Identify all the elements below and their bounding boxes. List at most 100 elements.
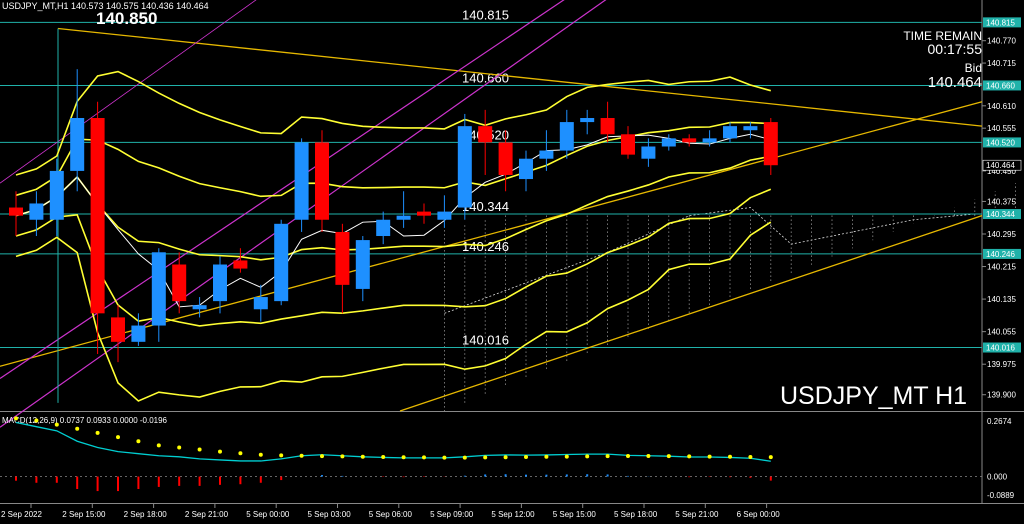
candle-body — [478, 126, 493, 143]
candle-body — [70, 118, 85, 171]
price-tick-label: 140.715 — [987, 59, 1016, 68]
macd-signal-dot — [177, 445, 182, 450]
macd-signal-dot — [218, 449, 222, 454]
price-tag — [983, 209, 1021, 220]
candles — [9, 69, 778, 363]
candle-body — [661, 138, 676, 147]
bid-label: Bid — [964, 61, 982, 75]
macd-signal-dot — [768, 455, 773, 460]
level-label: 140.815 — [462, 7, 509, 22]
macd-line — [15, 421, 771, 462]
macd-signal-dot — [34, 418, 39, 423]
price-tick-label: 140.135 — [987, 295, 1016, 304]
ichimoku-cloud — [443, 183, 1016, 411]
macd-signal-dot — [197, 447, 202, 452]
macd-signal-dot — [585, 454, 590, 459]
macd-signal-dot — [707, 454, 712, 459]
price-tag — [983, 137, 1021, 148]
time-label: 5 Sep 00:00 — [246, 510, 290, 519]
bollinger-lower-1 — [15, 188, 772, 327]
candle-body — [49, 170, 64, 220]
time-label: 2 Sep 2022 — [1, 510, 42, 519]
macd-signal-dot — [442, 455, 447, 460]
bid-value: 140.464 — [927, 74, 982, 91]
candle-body — [702, 138, 717, 143]
price-tag-label: 140.344 — [986, 210, 1015, 219]
price-tick-label: 140.295 — [987, 230, 1016, 239]
price-tag-label: 140.815 — [986, 18, 1015, 27]
candle-body — [743, 126, 758, 131]
macd-signal-dot — [156, 443, 161, 448]
level-label: 140.344 — [462, 199, 509, 214]
candle-body — [457, 126, 472, 208]
time-remain-value: 00:17:55 — [927, 41, 983, 57]
macd-signal-dot — [544, 454, 549, 459]
macd-tick-label: 0.2674 — [987, 417, 1012, 426]
candle-body — [192, 305, 207, 310]
macd-signal-dot — [136, 439, 141, 444]
candle-body — [315, 142, 329, 220]
candle-body — [131, 325, 146, 342]
time-label: 5 Sep 12:00 — [491, 510, 535, 519]
macd-signal-dot — [258, 452, 263, 457]
time-label: 5 Sep 06:00 — [369, 510, 413, 519]
bollinger-lower-2 — [15, 221, 772, 402]
candle-body — [539, 150, 554, 159]
bollinger-middle — [15, 155, 771, 261]
time-remain-panel: TIME REMAIN 00:17:55 Bid 140.464 — [903, 30, 982, 90]
macd-signal-dot — [422, 455, 426, 460]
symbol-label: USDJPY_MT H1 — [780, 382, 968, 410]
time-label: 5 Sep 09:00 — [430, 510, 474, 519]
candle-body — [519, 158, 533, 180]
macd-signal-dot — [626, 453, 630, 458]
macd-signal-dot — [524, 455, 528, 460]
candle-body — [621, 134, 635, 155]
time-label: 5 Sep 15:00 — [553, 510, 597, 519]
macd-signal-dot — [605, 454, 610, 459]
price-tag-label: 140.464 — [986, 161, 1015, 170]
macd-signal-dot — [279, 453, 284, 458]
candle-body — [641, 146, 656, 159]
price-tag-label: 140.246 — [986, 250, 1015, 259]
price-tag — [983, 80, 1021, 91]
price-tick-label: 139.900 — [987, 391, 1016, 400]
symbol-info-header: USDJPY_MT,H1 140.573 140.575 140.436 140… — [2, 1, 209, 11]
macd-title: MACD(12,26,9) 0.0737 0.0933 0.0000 -0.01… — [2, 416, 168, 425]
moving-average-fast — [15, 133, 771, 308]
price-tick-label: 140.555 — [987, 124, 1016, 133]
price-tag-label: 140.520 — [986, 138, 1015, 147]
macd-signal-dot — [462, 455, 467, 460]
candle-body — [29, 203, 44, 220]
time-label: 2 Sep 18:00 — [124, 510, 168, 519]
macd-tick-label: -0.0889 — [987, 491, 1015, 500]
price-tick-label: 140.610 — [987, 102, 1016, 111]
candle-body — [274, 223, 289, 302]
candle-body — [233, 260, 248, 269]
macd-signal-dot — [360, 454, 365, 459]
candle-body — [396, 215, 411, 220]
time-label: 5 Sep 21:00 — [675, 510, 719, 519]
time-label: 5 Sep 03:00 — [308, 510, 352, 519]
macd-signal-dot — [401, 455, 406, 460]
candle-body — [498, 142, 513, 175]
level-label: 140.660 — [462, 70, 509, 85]
candle-body — [682, 138, 697, 143]
candle-body — [294, 142, 309, 220]
candle-body — [417, 211, 431, 216]
price-tick-label: 140.450 — [987, 167, 1016, 176]
candle-body — [335, 231, 350, 285]
time-label: 2 Sep 15:00 — [62, 510, 106, 519]
macd-histogram — [15, 474, 772, 492]
macd-signal-dot — [646, 453, 651, 458]
macd-signal-dot — [564, 454, 569, 459]
candle-body — [172, 264, 187, 302]
macd-signal-dot — [54, 422, 59, 427]
price-tick-label: 139.975 — [987, 360, 1016, 369]
candle-body — [437, 211, 452, 220]
macd-signal-dot — [95, 430, 100, 435]
bollinger-upper-2 — [15, 70, 772, 176]
macd-signal-dot — [483, 455, 488, 460]
price-tick-label: 140.215 — [987, 263, 1016, 272]
price-tag — [983, 248, 1021, 259]
